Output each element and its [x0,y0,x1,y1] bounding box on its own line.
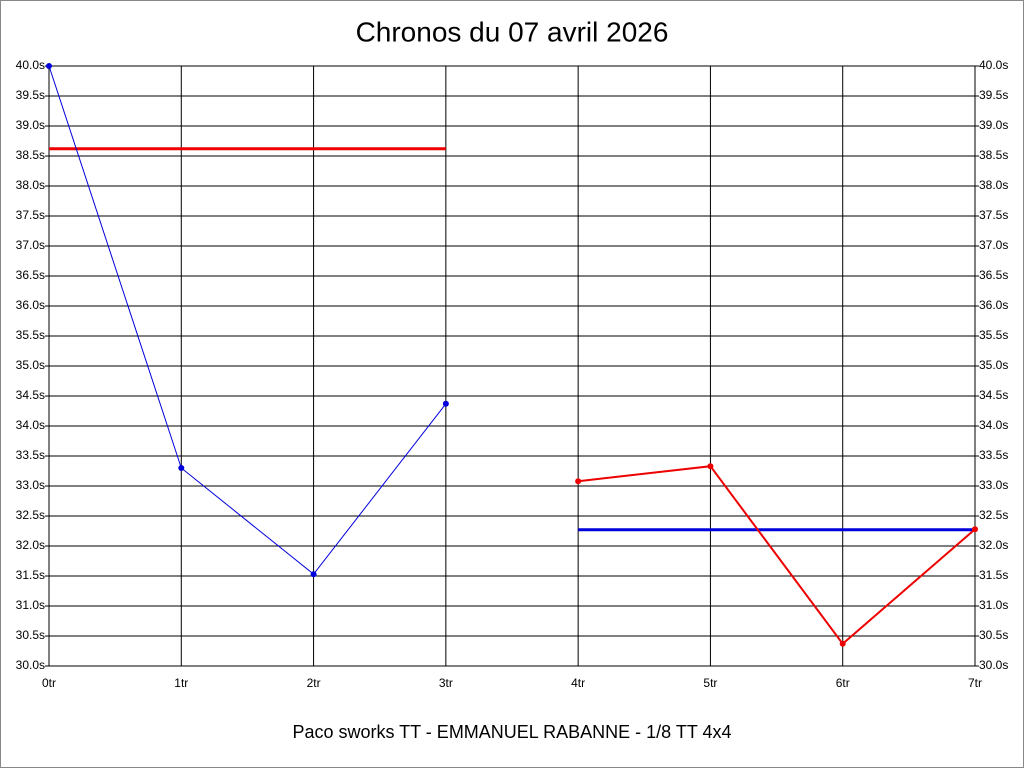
x-tick-label: 7tr [968,676,982,690]
y2-tick-label: 37.0s [979,238,1008,252]
data-point [972,526,978,533]
y2-tick-label: 33.5s [979,448,1008,462]
y-tick-label: 37.0s [16,238,45,252]
x-tick-label: 1tr [174,676,188,690]
y2-tick-label: 40.0s [979,58,1008,72]
data-point [310,571,317,578]
x-tick-label: 2tr [307,676,321,690]
data-point [575,478,582,485]
y-tick-label: 32.5s [16,508,45,522]
y-tick-label: 35.0s [16,358,45,372]
chart-title: Chronos du 07 avril 2026 [356,16,669,47]
y2-tick-label: 32.5s [979,508,1008,522]
x-tick-label: 4tr [571,676,585,690]
data-point [442,400,449,407]
y2-tick-label: 37.5s [979,208,1008,222]
y-tick-label: 34.5s [16,388,45,402]
y2-tick-label: 34.5s [979,388,1008,402]
y2-tick-label: 30.5s [979,628,1008,642]
y-tick-label: 31.5s [16,568,45,582]
y2-tick-label: 35.5s [979,328,1008,342]
x-tick-label: 0tr [42,676,56,690]
y-tick-label: 30.5s [16,628,45,642]
y2-tick-label: 38.0s [979,178,1008,192]
y-tick-label: 40.0s [16,58,45,72]
y-tick-label: 38.5s [16,148,45,162]
y2-tick-label: 30.0s [979,658,1008,672]
data-point [46,63,52,69]
x-tick-label: 3tr [439,676,453,690]
y-tick-label: 35.5s [16,328,45,342]
y-tick-label: 37.5s [16,208,45,222]
y-tick-label: 39.0s [16,118,45,132]
y-tick-label: 33.0s [16,478,45,492]
y-tick-label: 31.0s [16,598,45,612]
y-tick-label: 36.5s [16,268,45,282]
data-point [707,463,714,470]
series-line [578,465,976,646]
x-tick-label: 6tr [836,676,850,690]
data-point [178,465,185,471]
data-point [839,640,846,647]
x-axis-label: Paco sworks TT - EMMANUEL RABANNE - 1/8 … [292,722,731,742]
y-tick-label: 33.5s [16,448,45,462]
y2-tick-label: 36.0s [979,298,1008,312]
y-tick-label: 34.0s [16,418,45,432]
y-tick-label: 39.5s [16,88,45,102]
y-tick-label: 38.0s [16,178,45,192]
y2-tick-label: 38.5s [979,148,1008,162]
y2-tick-label: 32.0s [979,538,1008,552]
x-tick-label: 5tr [703,676,717,690]
y-tick-label: 30.0s [16,658,45,672]
y2-tick-label: 31.0s [979,598,1008,612]
series-line [48,65,447,575]
y2-tick-label: 33.0s [979,478,1008,492]
y2-tick-label: 31.5s [979,568,1008,582]
y-tick-label: 32.0s [16,538,45,552]
y2-tick-label: 34.0s [979,418,1008,432]
y2-tick-label: 39.0s [979,118,1008,132]
y2-tick-label: 39.5s [979,88,1008,102]
y2-tick-label: 35.0s [979,358,1008,372]
y2-tick-label: 36.5s [979,268,1008,282]
y-tick-label: 36.0s [16,298,45,312]
